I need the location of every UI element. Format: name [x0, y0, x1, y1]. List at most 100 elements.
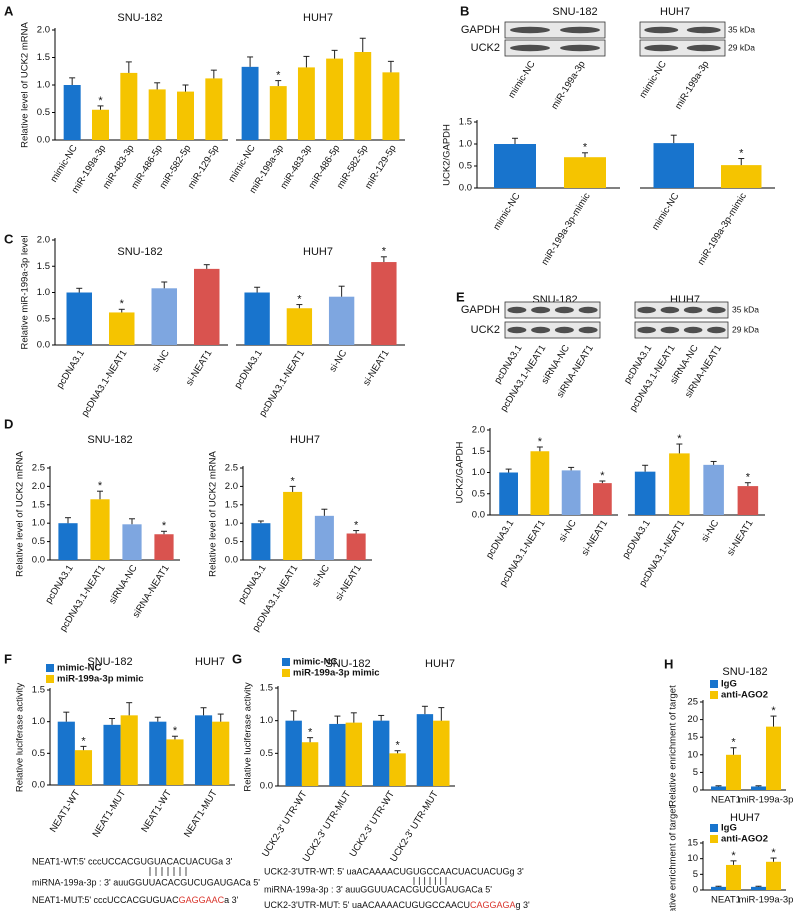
x-tick-label: pcDNA3.1 — [621, 518, 653, 561]
y-tick-label: 1.0 — [37, 287, 50, 298]
bar — [109, 312, 135, 345]
x-tick-label: si-NC — [327, 348, 349, 374]
x-tick-label: NEAT1-MUT — [182, 788, 220, 839]
blot-band — [686, 44, 721, 52]
bar — [90, 499, 110, 560]
significance-mark: * — [98, 95, 103, 107]
y-tick-label: 1.5 — [32, 685, 45, 696]
y-axis-label: Relative luciferase activity — [15, 683, 26, 793]
legend-swatch — [710, 691, 718, 699]
group-title: HUH7 — [195, 656, 225, 668]
y-axis-label: Relative enrichment of target — [668, 685, 679, 807]
bar — [194, 268, 220, 345]
legend-swatch — [46, 664, 54, 672]
blot-lane-label: miR-199a-3p — [673, 59, 711, 111]
blot-band — [510, 26, 550, 34]
bar — [499, 472, 518, 515]
chart-title: HUH7 — [303, 12, 333, 24]
x-tick-label: miR-199a-3p — [739, 895, 793, 906]
blot-band — [637, 306, 656, 314]
panel-label: E — [456, 289, 465, 304]
x-tick-label: mimic-NC — [491, 191, 522, 232]
blot-title: SNU-182 — [552, 6, 597, 18]
bar — [711, 786, 726, 790]
bar — [57, 721, 75, 785]
x-tick-label: si-NEAT1 — [361, 348, 392, 388]
panel-label: H — [664, 656, 673, 671]
blot-row-label: GAPDH — [461, 304, 500, 316]
bar — [751, 786, 766, 790]
bar — [346, 533, 366, 560]
bar — [326, 58, 344, 140]
blot-lane-label: miR-199a-3p — [549, 59, 587, 111]
y-tick-label: 15 — [687, 838, 698, 849]
bar — [251, 523, 271, 560]
y-axis-label: Relative miR-199a-3p level — [20, 235, 31, 349]
x-tick-label: mimic-NC — [226, 143, 257, 184]
bar — [120, 72, 138, 140]
blot-row-label: GAPDH — [461, 24, 500, 36]
sequence-mirna: miRNA-199a-3p : 3' auuGGUUACACGUCUGAUGAC… — [264, 884, 492, 894]
legend-label: IgG — [721, 823, 737, 834]
y-tick-label: 0.5 — [459, 161, 472, 172]
significance-mark: * — [395, 740, 400, 752]
x-tick-label: NEAT1-WT — [139, 788, 174, 835]
y-tick-label: 1.5 — [472, 446, 485, 457]
bar — [726, 754, 741, 790]
bar — [66, 292, 92, 345]
x-tick-label: si-NC — [557, 518, 579, 544]
bar — [103, 724, 121, 785]
y-tick-label: 0.5 — [37, 107, 50, 118]
panel-label: D — [4, 416, 13, 431]
bar — [63, 85, 81, 140]
sequence-mirna: miRNA-199a-3p : 3' auuGGUUACACGUCUGAUGAC… — [32, 877, 260, 887]
significance-mark: * — [731, 850, 736, 862]
bar — [74, 750, 93, 785]
bar — [241, 66, 259, 140]
bar — [703, 464, 724, 515]
panel-label: F — [4, 651, 12, 666]
significance-mark: * — [739, 147, 744, 159]
y-tick-label: 0.0 — [37, 135, 50, 146]
sequence-mutation: CAGGAGA — [470, 900, 516, 910]
blot-band — [660, 326, 680, 334]
x-tick-label: pcDNA3.1 — [43, 563, 75, 606]
x-tick-label: UCK2-3' UTR-MUT — [301, 789, 354, 864]
chart-title: HUH7 — [730, 812, 760, 824]
bar — [751, 886, 766, 890]
y-axis-label: UCK2/GAPDH — [442, 124, 453, 186]
bar — [269, 86, 287, 140]
bar — [151, 288, 177, 345]
bar — [166, 739, 184, 785]
legend-swatch — [282, 658, 290, 666]
blot-band — [531, 306, 551, 314]
x-tick-label: UCK2-3' UTR-MUT — [388, 789, 441, 864]
blot-band — [560, 44, 600, 52]
bar — [194, 715, 213, 785]
bar — [314, 515, 334, 560]
significance-mark: * — [771, 705, 776, 717]
y-tick-label: 1.0 — [459, 139, 472, 150]
x-tick-label: pcDNA3.1 — [233, 348, 265, 391]
bar — [593, 483, 612, 515]
blot-strip — [634, 301, 729, 319]
sequence-part: g 3' — [516, 900, 531, 910]
significance-mark: * — [120, 298, 125, 310]
blot-band — [707, 326, 726, 334]
bar — [634, 471, 656, 515]
sequence-mutation: GAGGAAC — [179, 895, 225, 905]
blot-strip — [504, 21, 606, 39]
bar — [301, 742, 319, 786]
x-tick-label: si-NEAT1 — [184, 348, 215, 388]
significance-mark: * — [731, 737, 736, 749]
panel-label: B — [460, 3, 469, 18]
bar — [58, 523, 78, 560]
y-tick-label: 0.0 — [32, 555, 45, 566]
blot-band — [531, 326, 551, 334]
y-tick-label: 1.5 — [37, 52, 50, 63]
bar — [148, 89, 166, 140]
blot-band — [644, 44, 679, 52]
significance-mark: * — [746, 472, 751, 484]
sequence-mut: NEAT1-MUT:5' cccUCCACGUGUACGAGGAACa 3' — [32, 895, 239, 905]
bar — [721, 165, 762, 188]
